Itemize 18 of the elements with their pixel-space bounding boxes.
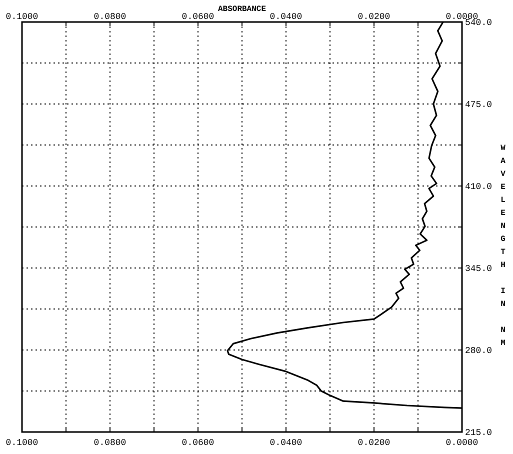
x2-tick-label: 0.0600	[182, 438, 214, 448]
y-tick-label: 410.0	[465, 182, 492, 192]
x2-tick-label: 0.1000	[6, 438, 38, 448]
x2-axis-title: ABSORBANCE	[218, 5, 266, 14]
x-tick-label: 0.1000	[6, 12, 38, 22]
x2-tick-label: 0.0200	[358, 438, 390, 448]
y-tick-label: 280.0	[465, 346, 492, 356]
y-tick-label: 475.0	[465, 100, 492, 110]
y-tick-label: 215.0	[465, 428, 492, 438]
text: WAVELENGTH IN NM	[500, 144, 506, 348]
x2-tick-label: 0.0000	[446, 438, 478, 448]
x2-tick-label: 0.0400	[270, 438, 302, 448]
x-tick-label: 0.0800	[94, 12, 126, 22]
x-tick-label: 0.0600	[182, 12, 214, 22]
y-tick-label: 345.0	[465, 264, 492, 274]
x-tick-label: 0.0200	[358, 12, 390, 22]
x-tick-label: 0.0400	[270, 12, 302, 22]
x2-tick-label: 0.0800	[94, 438, 126, 448]
